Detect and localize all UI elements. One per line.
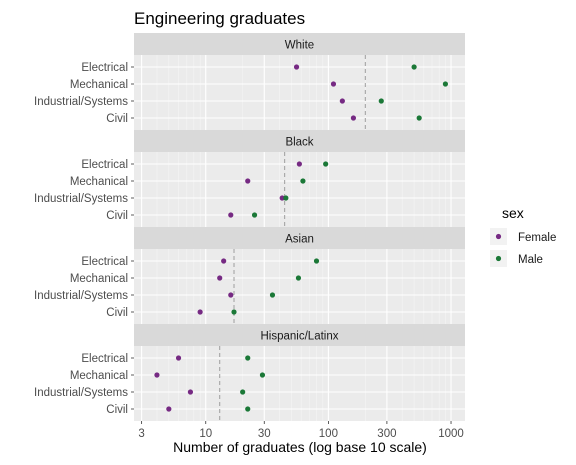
y-tick-label: Electrical	[81, 256, 128, 268]
data-point	[228, 212, 234, 218]
data-point	[245, 355, 251, 361]
facet-label: Asian	[285, 234, 314, 246]
data-point	[251, 212, 258, 218]
x-tick-label: 300	[377, 428, 396, 440]
data-point	[300, 178, 306, 184]
data-point	[416, 115, 422, 121]
data-point	[154, 372, 160, 378]
data-point	[259, 372, 266, 378]
y-tick-label: Civil	[106, 210, 128, 222]
x-axis-label: Number of graduates (log base 10 scale)	[173, 439, 427, 455]
facet-strip	[134, 33, 465, 55]
x-tick-label: 10	[199, 428, 212, 440]
y-tick-label: Industrial/Systems	[34, 193, 128, 205]
data-point	[228, 292, 234, 298]
data-point	[378, 98, 384, 104]
data-point	[313, 258, 320, 264]
data-point	[330, 81, 337, 87]
y-tick-label: Industrial/Systems	[34, 290, 128, 302]
x-tick-label: 3	[138, 428, 144, 440]
facet-strip	[134, 227, 465, 249]
y-tick-label: Mechanical	[70, 79, 128, 91]
facet-label: Hispanic/Latinx	[261, 331, 339, 343]
panel-background	[134, 249, 465, 324]
data-point	[323, 161, 329, 167]
y-tick-label: Mechanical	[70, 176, 128, 188]
data-point	[293, 64, 300, 70]
facet-strip	[134, 130, 465, 152]
facet-label: White	[285, 40, 314, 52]
data-point	[295, 275, 302, 281]
legend-label: Male	[518, 254, 543, 266]
data-point	[339, 98, 345, 104]
legend-title: sex	[502, 205, 524, 221]
y-tick-label: Mechanical	[70, 273, 128, 285]
data-point	[231, 309, 237, 315]
data-point	[296, 161, 302, 167]
data-point	[245, 178, 251, 184]
y-tick-label: Electrical	[81, 353, 128, 365]
y-tick-label: Electrical	[81, 159, 128, 171]
x-tick-label: 1000	[438, 428, 464, 440]
chart-title: Engineering graduates	[134, 9, 305, 28]
data-point	[240, 389, 246, 395]
x-tick-label: 100	[319, 428, 338, 440]
data-point	[166, 406, 172, 412]
y-tick-label: Civil	[106, 404, 128, 416]
data-point	[197, 309, 203, 315]
x-tick-label: 30	[258, 428, 271, 440]
legend-swatch	[495, 233, 502, 240]
data-point	[269, 292, 276, 298]
y-tick-label: Electrical	[81, 62, 128, 74]
y-tick-label: Industrial/Systems	[34, 387, 128, 399]
data-point	[279, 195, 285, 201]
facet-strip	[134, 324, 465, 346]
facet-label: Black	[285, 137, 313, 149]
data-point	[221, 258, 227, 264]
data-point	[350, 115, 357, 121]
data-point	[442, 81, 449, 87]
y-tick-label: Industrial/Systems	[34, 96, 128, 108]
legend-swatch	[495, 255, 502, 262]
data-point	[187, 389, 194, 395]
panel-background	[134, 346, 465, 421]
y-tick-label: Civil	[106, 307, 128, 319]
y-tick-label: Civil	[106, 113, 128, 125]
data-point	[175, 355, 182, 361]
data-point	[283, 195, 289, 201]
data-point	[217, 275, 223, 281]
data-point	[245, 406, 251, 412]
legend-label: Female	[518, 232, 556, 244]
y-tick-label: Mechanical	[70, 370, 128, 382]
data-point	[411, 64, 417, 70]
